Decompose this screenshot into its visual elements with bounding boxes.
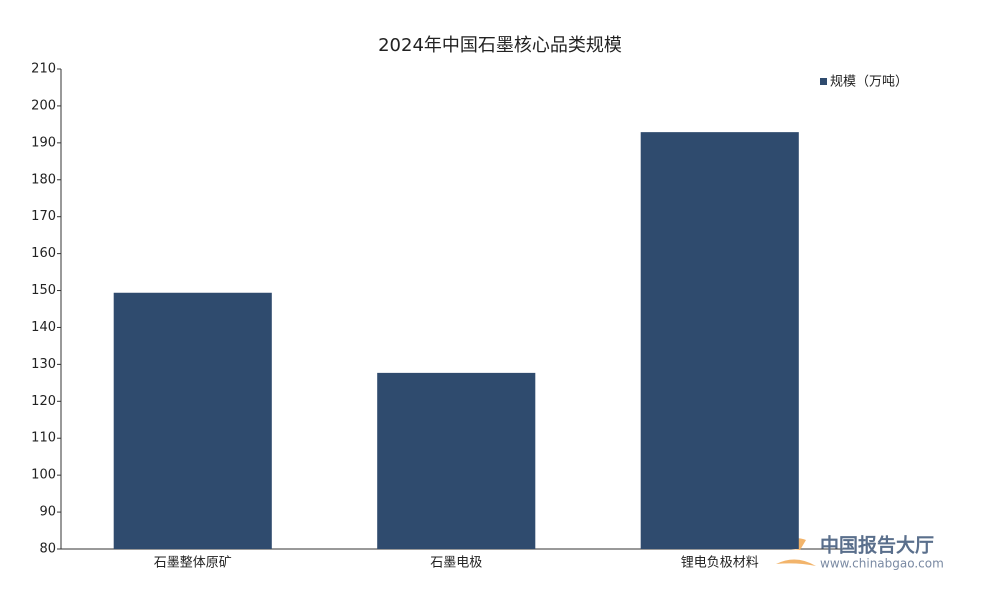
legend-swatch xyxy=(820,78,827,85)
y-tick-label: 180 xyxy=(31,172,56,187)
x-tick-label: 石墨整体原矿 xyxy=(154,556,232,571)
y-tick-label: 200 xyxy=(31,98,56,113)
chart-title: 2024年中国石墨核心品类规模 xyxy=(378,35,622,56)
y-tick-label: 110 xyxy=(31,431,56,446)
y-tick-label: 120 xyxy=(31,394,56,409)
y-tick-label: 210 xyxy=(31,62,56,77)
watermark-url: www.chinabgao.com xyxy=(820,557,944,571)
x-tick-label: 锂电负极材料 xyxy=(681,556,759,571)
legend-label: 规模（万吨） xyxy=(830,75,908,90)
y-tick-label: 160 xyxy=(31,246,56,261)
x-tick-label: 石墨电极 xyxy=(430,556,482,571)
y-tick-label: 130 xyxy=(31,357,56,372)
y-tick-label: 90 xyxy=(39,505,56,520)
y-tick-label: 170 xyxy=(31,209,56,224)
bar xyxy=(113,292,272,549)
bar xyxy=(377,372,536,549)
watermark-text: 中国报告大厅 xyxy=(820,534,934,557)
y-tick-label: 100 xyxy=(31,468,56,483)
watermark: 中国报告大厅 www.chinabgao.com xyxy=(776,534,944,571)
bar xyxy=(640,132,799,549)
y-tick-label: 140 xyxy=(31,320,56,335)
y-tick-label: 80 xyxy=(39,542,56,557)
y-tick-label: 190 xyxy=(31,135,56,150)
y-tick-label: 150 xyxy=(31,283,56,298)
